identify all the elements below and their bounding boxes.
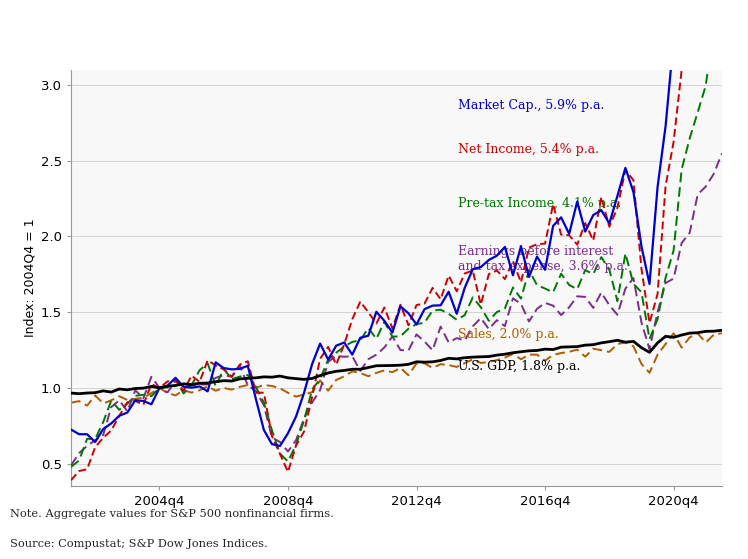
Text: Source: Compustat; S&P Dow Jones Indices.: Source: Compustat; S&P Dow Jones Indices…: [10, 539, 268, 549]
Text: Note. Aggregate values for S&P 500 nonfinancial firms.: Note. Aggregate values for S&P 500 nonfi…: [10, 509, 334, 519]
Text: U.S. GDP, 1.8% p.a.: U.S. GDP, 1.8% p.a.: [459, 360, 580, 373]
Text: Figure 5. Real growth indicators for S&P 500 nonfinancial firms: Figure 5. Real growth indicators for S&P…: [10, 25, 465, 39]
Text: Sales, 2.0% p.a.: Sales, 2.0% p.a.: [459, 328, 559, 341]
Text: Market Cap., 5.9% p.a.: Market Cap., 5.9% p.a.: [459, 99, 604, 112]
Text: Pre-tax Income, 4.1% p.a.: Pre-tax Income, 4.1% p.a.: [459, 197, 622, 211]
Text: Earnings before interest
and tax expense, 3.6% p.a.: Earnings before interest and tax expense…: [459, 245, 628, 273]
Y-axis label: Index: 2004Q4 = 1: Index: 2004Q4 = 1: [24, 219, 37, 338]
Text: Net Income, 5.4% p.a.: Net Income, 5.4% p.a.: [459, 143, 599, 157]
